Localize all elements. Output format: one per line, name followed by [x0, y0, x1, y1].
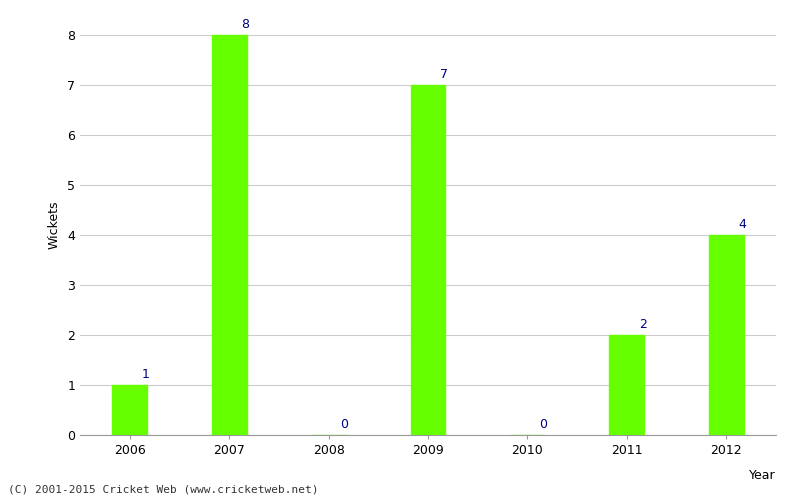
Text: 2: 2: [638, 318, 646, 331]
Bar: [410, 85, 446, 435]
Text: 7: 7: [440, 68, 448, 81]
Text: (C) 2001-2015 Cricket Web (www.cricketweb.net): (C) 2001-2015 Cricket Web (www.cricketwe…: [8, 485, 318, 495]
Text: 8: 8: [241, 18, 249, 31]
Text: 0: 0: [341, 418, 349, 431]
Bar: [212, 35, 246, 435]
Text: 0: 0: [539, 418, 547, 431]
Text: 1: 1: [142, 368, 150, 381]
Bar: [112, 385, 147, 435]
Bar: [709, 235, 744, 435]
Text: 4: 4: [738, 218, 746, 231]
Text: Year: Year: [750, 468, 776, 481]
Bar: [610, 335, 644, 435]
Y-axis label: Wickets: Wickets: [47, 200, 60, 249]
